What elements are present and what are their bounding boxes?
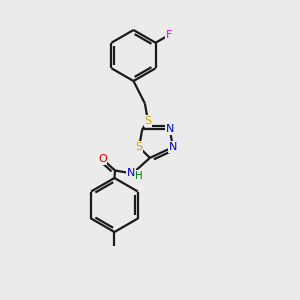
- Text: S: S: [144, 116, 152, 126]
- Text: N: N: [166, 124, 174, 134]
- Text: H: H: [135, 171, 143, 181]
- Text: O: O: [98, 154, 107, 164]
- Text: N: N: [169, 142, 177, 152]
- Text: S: S: [136, 142, 142, 152]
- Text: N: N: [127, 168, 135, 178]
- Text: F: F: [166, 30, 172, 40]
